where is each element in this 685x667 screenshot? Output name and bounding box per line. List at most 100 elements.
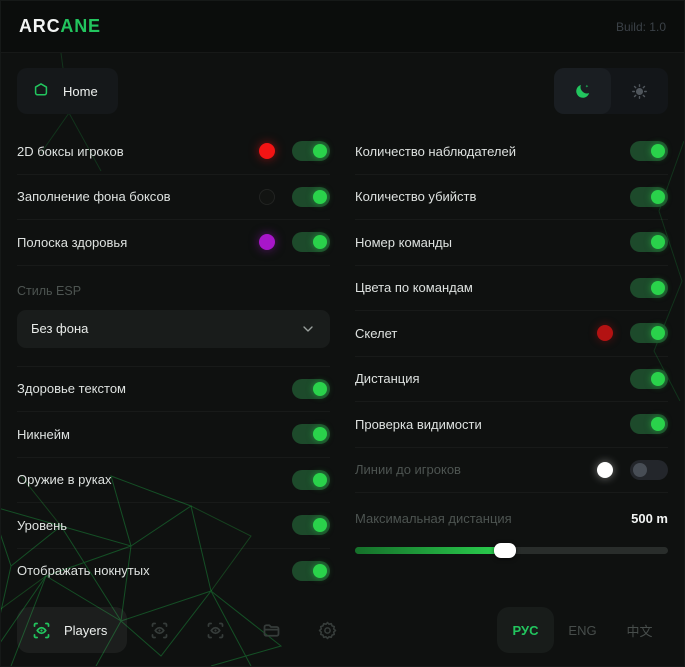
toggle-switch[interactable] (292, 515, 330, 536)
home-icon (34, 83, 48, 96)
toggle-switch[interactable] (292, 141, 330, 162)
lang-zh-button[interactable]: 中文 (626, 623, 653, 639)
toggle-switch[interactable] (630, 459, 668, 480)
esp-style-value: Без фона (31, 321, 89, 336)
settings-panel: 2D боксы игроков Заполнение фона боксов … (17, 129, 668, 593)
toggle-knob (651, 326, 665, 341)
max-distance-section: Максимальная дистанция 500 m (355, 493, 668, 569)
row-controls (259, 186, 330, 207)
toggle-switch[interactable] (630, 277, 668, 298)
setting-row-health-bar: Полоска здоровья (17, 220, 330, 266)
players-tab[interactable]: Players (17, 607, 128, 653)
home-button[interactable]: Home (17, 68, 118, 114)
setting-label: Дистанция (355, 371, 420, 387)
setting-label: Линии до игроков (355, 462, 461, 478)
color-swatch[interactable] (259, 188, 275, 205)
logo-text-white: ARC (19, 16, 61, 36)
setting-row-health-text: Здоровье текстом (17, 367, 330, 412)
setting-row-spectators: Количество наблюдателей (355, 129, 668, 175)
app-logo: ARCANE (19, 16, 101, 37)
toggle-knob (651, 144, 665, 159)
setting-row-lines: Линии до игроков (355, 448, 668, 493)
setting-row-nickname: Никнейм (17, 412, 330, 458)
eye-scan-icon (207, 622, 224, 638)
toggle-knob (651, 235, 665, 250)
dark-theme-button[interactable] (554, 68, 611, 114)
folder-icon (263, 623, 280, 637)
setting-row-knocked: Отображать нокнутых (17, 549, 330, 594)
toggle-switch[interactable] (292, 469, 330, 490)
toggle-knob (313, 563, 327, 578)
toggle-switch[interactable] (292, 232, 330, 253)
light-theme-button[interactable] (611, 68, 668, 114)
setting-label: Проверка видимости (355, 416, 482, 432)
setting-row-team-colors: Цвета по командам (355, 266, 668, 311)
language-switcher: РУС ENG 中文 (497, 607, 668, 653)
settings-tab[interactable] (303, 607, 351, 653)
toggle-switch[interactable] (630, 141, 668, 162)
toggle-knob (633, 462, 647, 477)
color-swatch[interactable] (259, 234, 275, 251)
toggle-knob (313, 472, 327, 487)
bottom-bar: Players (1, 594, 684, 666)
footer-nav: Players (17, 607, 351, 653)
header-row: Home (17, 67, 668, 115)
toggle-knob (313, 518, 327, 533)
lang-rus-button[interactable]: РУС (497, 607, 554, 653)
toggle-knob (651, 280, 665, 295)
visuals-tab[interactable] (191, 607, 239, 653)
top-bar: ARCANE Build: 1.0 (1, 1, 684, 53)
toggle-switch[interactable] (630, 368, 668, 389)
setting-row-kills: Количество убийств (355, 175, 668, 220)
slider-handle[interactable] (494, 543, 517, 558)
esp-style-label: Стиль ESP (17, 283, 82, 298)
gear-icon (318, 621, 337, 639)
max-distance-slider[interactable] (355, 539, 668, 561)
toggle-switch[interactable] (292, 378, 330, 399)
lang-eng-button[interactable]: ENG (568, 622, 597, 638)
sun-icon (632, 83, 647, 99)
row-controls (259, 232, 330, 253)
players-tab-label: Players (64, 622, 108, 638)
toggle-switch[interactable] (630, 414, 668, 435)
eye-scan-icon (33, 622, 50, 638)
theme-switcher (554, 68, 668, 114)
setting-label: 2D боксы игроков (17, 143, 124, 159)
toggle-switch[interactable] (630, 186, 668, 207)
setting-row-skeleton: Скелет (355, 311, 668, 357)
color-swatch[interactable] (597, 325, 613, 342)
aim-tab[interactable] (135, 607, 183, 653)
setting-label: Количество наблюдателей (355, 143, 516, 159)
toggle-switch[interactable] (630, 232, 668, 253)
setting-row-team-number: Номер команды (355, 220, 668, 266)
toggle-knob (313, 427, 327, 442)
setting-row-visibility-check: Проверка видимости (355, 402, 668, 448)
setting-label: Уровень (17, 517, 68, 533)
toggle-switch[interactable] (292, 186, 330, 207)
configs-tab[interactable] (247, 607, 295, 653)
chevron-down-icon (303, 325, 313, 332)
eye-scan-icon (151, 622, 168, 638)
setting-label: Скелет (355, 325, 398, 341)
max-distance-value: 500 m (631, 510, 668, 526)
setting-label: Отображать нокнутых (17, 563, 150, 579)
esp-style-section: Стиль ESP Без фона (17, 266, 330, 367)
toggle-knob (313, 144, 327, 159)
toggle-switch[interactable] (630, 323, 668, 344)
color-swatch[interactable] (597, 461, 613, 478)
toggle-knob (313, 381, 327, 396)
right-column: Количество наблюдателей Количество убийс… (355, 129, 668, 593)
toggle-knob (651, 189, 665, 204)
toggle-switch[interactable] (292, 424, 330, 445)
left-column: 2D боксы игроков Заполнение фона боксов … (17, 129, 330, 593)
setting-row-level: Уровень (17, 503, 330, 549)
color-swatch[interactable] (259, 143, 275, 160)
logo-text-green: ANE (60, 16, 101, 36)
esp-style-select[interactable]: Без фона (17, 309, 330, 348)
setting-row-box-fill: Заполнение фона боксов (17, 175, 330, 220)
max-distance-label: Максимальная дистанция (355, 510, 512, 526)
toggle-switch[interactable] (292, 560, 330, 581)
home-label: Home (63, 83, 98, 99)
setting-row-distance: Дистанция (355, 357, 668, 402)
toggle-knob (313, 235, 327, 250)
